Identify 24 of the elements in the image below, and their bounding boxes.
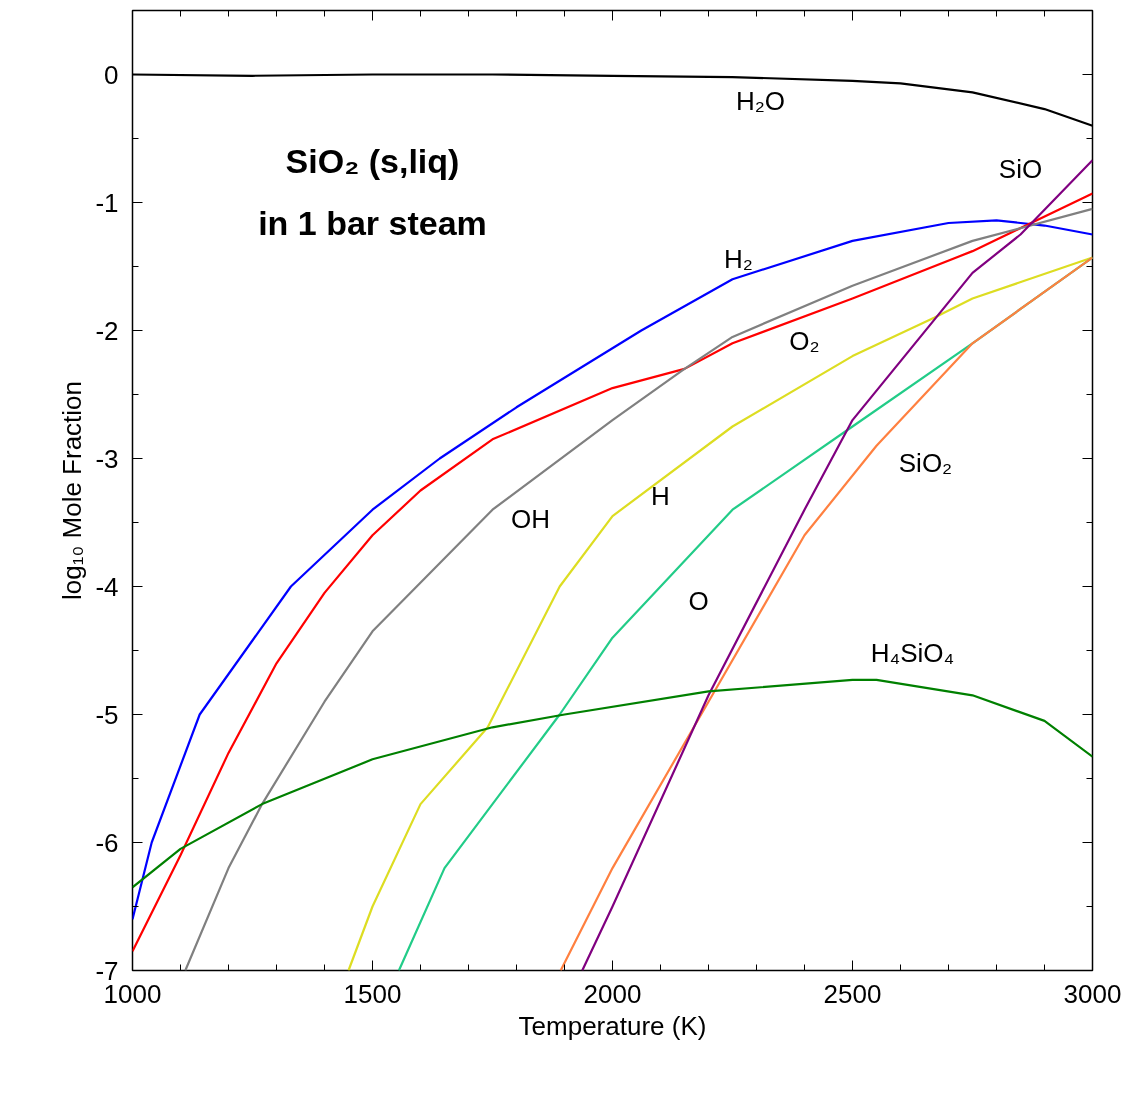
y-tick-label: -6 — [95, 827, 119, 858]
y-tick-label: 0 — [104, 59, 119, 90]
series-label: H₂O — [735, 85, 786, 116]
series-label: O₂ — [789, 325, 820, 356]
series-label: OH — [511, 503, 550, 534]
y-tick-label: -5 — [95, 699, 119, 730]
y-tick-label: -3 — [95, 443, 119, 474]
y-tick-label: -2 — [95, 315, 119, 346]
series-label: H — [651, 480, 670, 511]
series-label: SiO — [998, 153, 1043, 184]
y-tick-label: -1 — [95, 187, 119, 218]
x-tick-label: 1500 — [343, 978, 402, 1009]
series-label: H₂ — [724, 243, 753, 274]
x-axis-title: Temperature (K) — [518, 1010, 707, 1041]
x-tick-label: 2500 — [823, 978, 882, 1009]
y-tick-label: -7 — [95, 955, 119, 986]
x-tick-label: 3000 — [1063, 978, 1122, 1009]
text: SiO₂ (s,liq) in 1 bar steam — [258, 141, 487, 242]
y-axis-title: log₁₀ Mole Fraction — [57, 381, 88, 600]
series-label: H₄SiO₄ — [870, 637, 955, 668]
y-tick-label: -4 — [95, 571, 119, 602]
series-label: O — [688, 585, 709, 616]
x-tick-label: 2000 — [583, 978, 642, 1009]
series-label: SiO₂ — [898, 447, 953, 478]
